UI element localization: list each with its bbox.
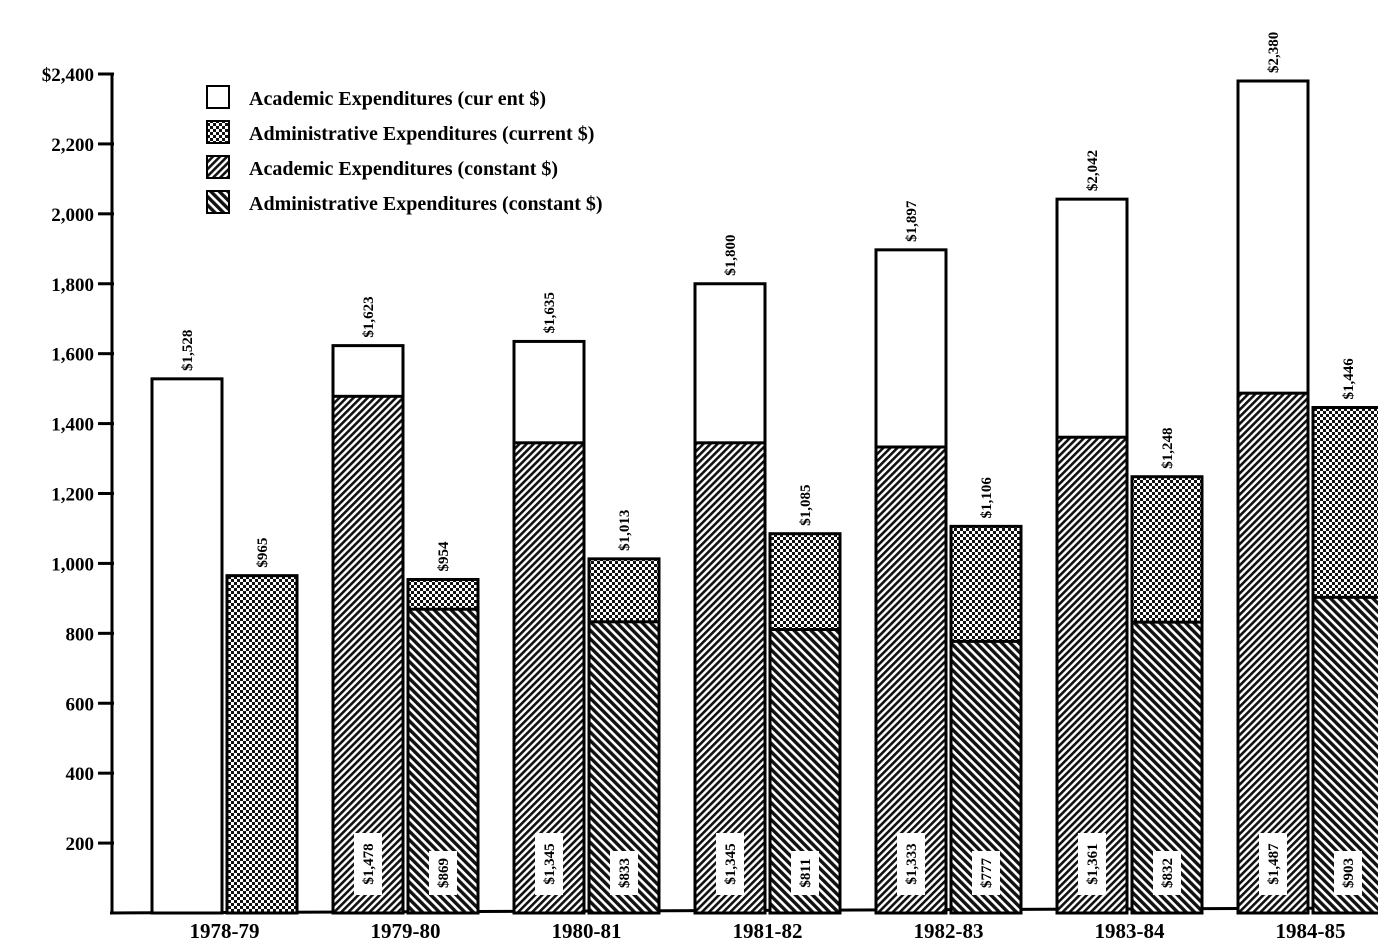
value-label: $833 <box>617 858 633 888</box>
x-category-label: 1982-83 <box>914 919 984 943</box>
bars: $1,528 $965 $1,623 $954 $1,478 $869 $1,635 $1,0… <box>150 32 1378 915</box>
value-label: $869 <box>436 858 452 888</box>
y-tick-label: 2,200 <box>51 135 94 156</box>
value-label: $1,333 <box>904 843 920 884</box>
value-label: $965 <box>255 538 271 568</box>
y-axis-ticks: 200 400 600 800 1,000 1,200 1,400 1,600 1,800 2,0… <box>42 65 114 855</box>
bar-group-1978-79: $1,528 $965 <box>150 330 299 915</box>
bar-diag-dense-1982-83 <box>874 445 948 915</box>
x-category-label: 1980-81 <box>552 919 622 943</box>
x-category-label: 1979-80 <box>371 919 441 943</box>
value-label: $811 <box>798 858 814 887</box>
value-label-box <box>610 851 638 895</box>
value-label: $1,345 <box>723 843 739 884</box>
x-category-label: 1984-85 <box>1276 919 1346 943</box>
value-label-box <box>897 833 925 895</box>
value-label: $1,478 <box>361 843 377 884</box>
value-label-box <box>354 833 382 895</box>
legend-entry: Administrative Expenditures (current $) <box>249 123 594 145</box>
y-tick-label: 1,400 <box>51 415 94 436</box>
bar-diag-dense-1984-85 <box>1236 391 1310 915</box>
value-label: $1,897 <box>904 200 920 242</box>
value-label: $1,487 <box>1266 843 1282 885</box>
bar-group-1982-83: $1,897 $1,106 $1,333 $777 <box>874 200 1023 915</box>
value-label: $1,085 <box>798 484 814 525</box>
bar-diag-dense-1979-80 <box>331 394 405 915</box>
value-label-box <box>429 851 457 895</box>
bar-group-1980-81: $1,635 $1,013 $1,345 $833 <box>512 292 661 915</box>
value-label: $1,013 <box>617 510 633 551</box>
legend-swatch-crosshatch <box>206 120 230 144</box>
bar-crosshatch-1978-79 <box>225 574 299 915</box>
value-label: $1,345 <box>542 843 558 884</box>
value-label-box <box>791 851 819 895</box>
legend-entry: Academic Expenditures (cur ent $) <box>249 88 546 110</box>
legend-swatch-diag-wide <box>206 190 230 214</box>
bar-group-1981-82: $1,800 $1,085 $1,345 $811 <box>693 235 842 915</box>
value-label: $1,528 <box>180 330 196 371</box>
value-label-box <box>1334 851 1362 895</box>
y-tick-label: 2,000 <box>51 205 94 226</box>
legend-swatch-diag-dense <box>206 155 230 179</box>
legend-swatch-empty <box>206 85 230 109</box>
bar-empty-1978-79 <box>150 377 224 915</box>
x-category-label: 1983-84 <box>1095 919 1165 943</box>
y-tick-label: 600 <box>66 694 95 715</box>
x-axis-labels: 1978-79 1979-80 1980-81 1981-82 1982-83 1983-… <box>190 919 1346 943</box>
legend-entry: Administrative Expenditures (constant $) <box>249 193 603 215</box>
y-tick-label: 200 <box>66 834 95 855</box>
legend: Academic Expenditures (cur ent $) Adminis… <box>206 85 603 215</box>
value-label: $2,380 <box>1266 32 1282 73</box>
x-category-label: 1978-79 <box>190 919 260 943</box>
value-label: $954 <box>436 541 452 572</box>
bar-group-1983-84: $2,042 $1,248 $1,361 $832 <box>1055 150 1204 915</box>
value-label: $1,623 <box>361 296 377 337</box>
legend-entry: Academic Expenditures (constant $) <box>249 158 558 180</box>
value-label-box <box>972 851 1000 895</box>
value-label: $1,248 <box>1160 427 1176 468</box>
value-label: $1,635 <box>542 292 558 333</box>
y-tick-label: 1,800 <box>51 275 94 296</box>
value-label: $777 <box>979 858 995 889</box>
bar-group-1984-85: $2,380 $1,446 $1,487 $903 <box>1236 32 1378 915</box>
bar-diag-dense-1980-81 <box>512 441 586 915</box>
value-label: $903 <box>1341 858 1357 888</box>
value-label-box <box>535 833 563 895</box>
bar-group-1979-80: $1,623 $954 $1,478 $869 <box>331 296 480 915</box>
y-tick-label: 1,000 <box>51 554 94 575</box>
y-tick-label: 1,600 <box>51 345 94 366</box>
value-label: $1,361 <box>1085 843 1101 884</box>
value-label: $1,800 <box>723 235 739 276</box>
y-tick-label: 800 <box>66 624 95 645</box>
value-label-box <box>1259 833 1287 895</box>
x-category-label: 1981-82 <box>733 919 803 943</box>
value-label: $1,106 <box>979 477 995 519</box>
value-label: $2,042 <box>1085 150 1101 191</box>
value-label-box <box>1078 833 1106 895</box>
y-tick-label: $2,400 <box>42 65 94 86</box>
value-label-box <box>1153 851 1181 895</box>
value-label: $1,446 <box>1341 358 1357 400</box>
y-tick-label: 1,200 <box>51 485 94 506</box>
value-label-box <box>716 833 744 895</box>
value-label: $832 <box>1160 858 1176 888</box>
y-tick-label: 400 <box>66 764 95 785</box>
